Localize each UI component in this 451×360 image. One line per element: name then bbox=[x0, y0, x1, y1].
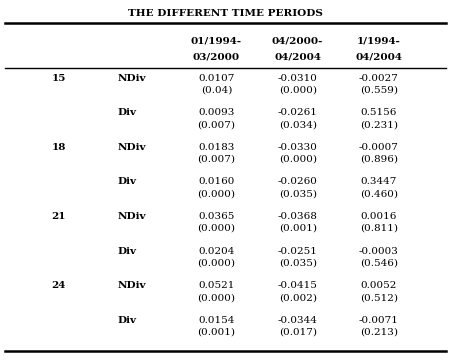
Text: -0.0368: -0.0368 bbox=[278, 212, 318, 221]
Text: -0.0003: -0.0003 bbox=[359, 247, 399, 256]
Text: NDiv: NDiv bbox=[117, 212, 146, 221]
Text: (0.512): (0.512) bbox=[360, 293, 398, 302]
Text: (0.04): (0.04) bbox=[201, 86, 232, 95]
Text: 15: 15 bbox=[51, 74, 66, 83]
Text: 0.0093: 0.0093 bbox=[198, 108, 235, 117]
Text: (0.007): (0.007) bbox=[198, 155, 235, 164]
Text: Div: Div bbox=[117, 108, 136, 117]
Text: -0.0260: -0.0260 bbox=[278, 177, 318, 186]
Text: (0.460): (0.460) bbox=[360, 189, 398, 198]
Text: 0.5156: 0.5156 bbox=[361, 108, 397, 117]
Text: -0.0261: -0.0261 bbox=[278, 108, 318, 117]
Text: -0.0027: -0.0027 bbox=[359, 74, 399, 83]
Text: -0.0344: -0.0344 bbox=[278, 316, 318, 325]
Text: (0.231): (0.231) bbox=[360, 120, 398, 129]
Text: (0.811): (0.811) bbox=[360, 224, 398, 233]
Text: (0.002): (0.002) bbox=[279, 293, 317, 302]
Text: (0.034): (0.034) bbox=[279, 120, 317, 129]
Text: (0.035): (0.035) bbox=[279, 189, 317, 198]
Text: (0.001): (0.001) bbox=[279, 224, 317, 233]
Text: (0.001): (0.001) bbox=[198, 328, 235, 337]
Text: 04/2004: 04/2004 bbox=[274, 52, 321, 61]
Text: NDiv: NDiv bbox=[117, 143, 146, 152]
Text: NDiv: NDiv bbox=[117, 74, 146, 83]
Text: (0.000): (0.000) bbox=[198, 293, 235, 302]
Text: 0.3447: 0.3447 bbox=[361, 177, 397, 186]
Text: (0.007): (0.007) bbox=[198, 120, 235, 129]
Text: -0.0007: -0.0007 bbox=[359, 143, 399, 152]
Text: 03/2000: 03/2000 bbox=[193, 52, 240, 61]
Text: -0.0330: -0.0330 bbox=[278, 143, 318, 152]
Text: (0.000): (0.000) bbox=[198, 224, 235, 233]
Text: 24: 24 bbox=[51, 281, 66, 290]
Text: (0.213): (0.213) bbox=[360, 328, 398, 337]
Text: 0.0204: 0.0204 bbox=[198, 247, 235, 256]
Text: (0.000): (0.000) bbox=[198, 189, 235, 198]
Text: (0.000): (0.000) bbox=[279, 86, 317, 95]
Text: -0.0071: -0.0071 bbox=[359, 316, 399, 325]
Text: 0.0521: 0.0521 bbox=[198, 281, 235, 290]
Text: 04/2004: 04/2004 bbox=[355, 52, 402, 61]
Text: -0.0251: -0.0251 bbox=[278, 247, 318, 256]
Text: Div: Div bbox=[117, 177, 136, 186]
Text: 0.0154: 0.0154 bbox=[198, 316, 235, 325]
Text: (0.559): (0.559) bbox=[360, 86, 398, 95]
Text: (0.546): (0.546) bbox=[360, 258, 398, 267]
Text: 0.0052: 0.0052 bbox=[361, 281, 397, 290]
Text: 04/2000-: 04/2000- bbox=[272, 36, 323, 45]
Text: 18: 18 bbox=[51, 143, 66, 152]
Text: -0.0415: -0.0415 bbox=[278, 281, 318, 290]
Text: 1/1994-: 1/1994- bbox=[357, 36, 401, 45]
Text: Div: Div bbox=[117, 316, 136, 325]
Text: 21: 21 bbox=[51, 212, 66, 221]
Text: (0.035): (0.035) bbox=[279, 258, 317, 267]
Text: THE DIFFERENT TIME PERIODS: THE DIFFERENT TIME PERIODS bbox=[128, 9, 323, 18]
Text: NDiv: NDiv bbox=[117, 281, 146, 290]
Text: (0.017): (0.017) bbox=[279, 328, 317, 337]
Text: (0.896): (0.896) bbox=[360, 155, 398, 164]
Text: 0.0160: 0.0160 bbox=[198, 177, 235, 186]
Text: (0.000): (0.000) bbox=[279, 155, 317, 164]
Text: Div: Div bbox=[117, 247, 136, 256]
Text: 0.0365: 0.0365 bbox=[198, 212, 235, 221]
Text: -0.0310: -0.0310 bbox=[278, 74, 318, 83]
Text: 0.0183: 0.0183 bbox=[198, 143, 235, 152]
Text: 01/1994-: 01/1994- bbox=[191, 36, 242, 45]
Text: 0.0107: 0.0107 bbox=[198, 74, 235, 83]
Text: 0.0016: 0.0016 bbox=[361, 212, 397, 221]
Text: (0.000): (0.000) bbox=[198, 258, 235, 267]
